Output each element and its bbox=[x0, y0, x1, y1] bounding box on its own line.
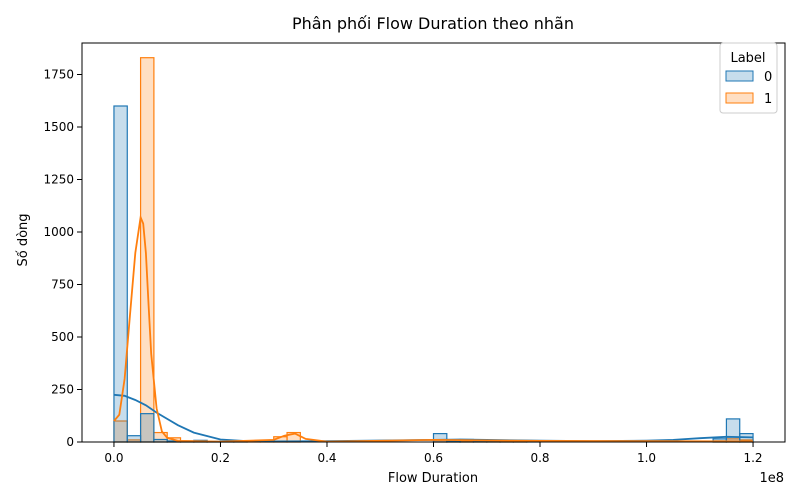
x-tick-label: 0.8 bbox=[530, 451, 549, 465]
legend-label-0: 0 bbox=[764, 70, 772, 85]
y-tick-label: 1750 bbox=[43, 68, 74, 82]
bar-series-0 bbox=[126, 435, 142, 443]
y-axis-ticks: 0 250 500 750 1000 1250 1500 1750 bbox=[43, 68, 82, 449]
x-tick-label: 0.6 bbox=[424, 451, 443, 465]
x-tick-label: 1.0 bbox=[637, 451, 656, 465]
x-axis-label: Flow Duration bbox=[388, 471, 478, 486]
legend-box bbox=[719, 42, 778, 114]
legend-swatch-0 bbox=[725, 70, 754, 82]
y-tick-label: 1000 bbox=[43, 225, 74, 239]
plot-area bbox=[81, 42, 786, 443]
y-tick-label: 1500 bbox=[43, 120, 74, 134]
kde-curves bbox=[113, 213, 754, 443]
y-axis-label: Số dòng bbox=[16, 213, 31, 266]
x-tick-label: 0.4 bbox=[317, 451, 336, 465]
chart-title: Phân phối Flow Duration theo nhãn bbox=[292, 14, 574, 33]
x-axis-offset-label: 1e8 bbox=[759, 471, 784, 486]
y-tick-label: 1250 bbox=[43, 173, 74, 187]
legend-label-1: 1 bbox=[764, 92, 772, 107]
x-tick-label: 0.2 bbox=[211, 451, 230, 465]
bar-series-0 bbox=[139, 413, 155, 443]
kde-line-series-1 bbox=[113, 213, 754, 443]
bar-series-1 bbox=[139, 57, 155, 443]
legend-title: Label bbox=[730, 51, 765, 66]
x-axis-ticks: 0.0 0.2 0.4 0.6 0.8 1.0 1.2 bbox=[104, 442, 763, 465]
legend-swatch-1 bbox=[725, 92, 754, 104]
y-tick-label: 0 bbox=[66, 435, 74, 449]
bar-series-0 bbox=[113, 105, 128, 443]
x-tick-label: 0.0 bbox=[104, 451, 123, 465]
y-tick-label: 250 bbox=[51, 383, 74, 397]
x-tick-label: 1.2 bbox=[743, 451, 762, 465]
bar-series-0 bbox=[725, 418, 741, 443]
y-tick-label: 500 bbox=[51, 330, 74, 344]
legend: Label 0 1 bbox=[719, 42, 778, 114]
y-tick-label: 750 bbox=[51, 278, 74, 292]
